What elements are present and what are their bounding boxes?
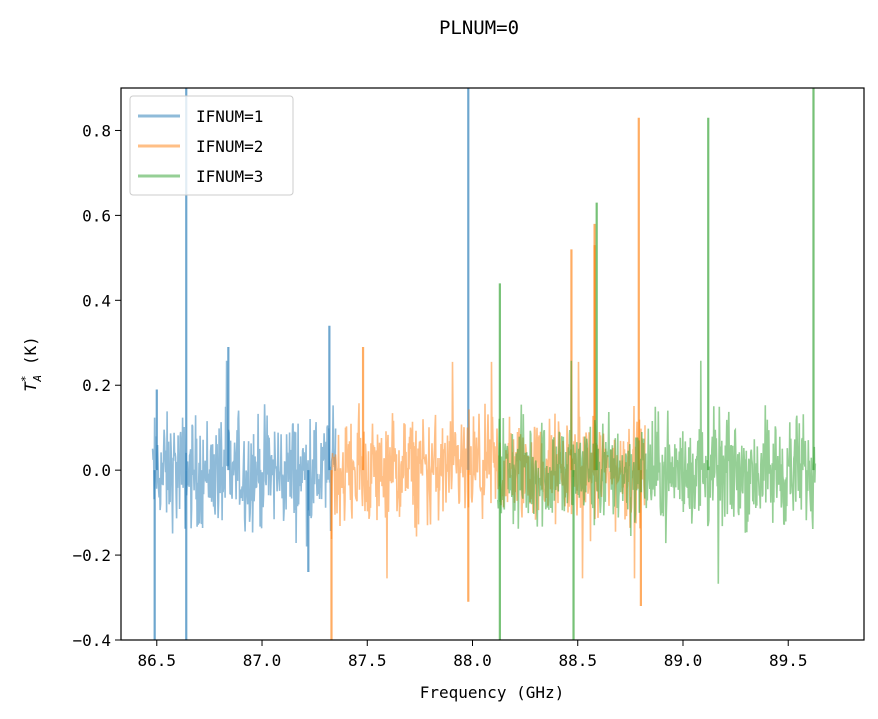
y-axis-label-sub: A <box>31 375 44 383</box>
y-axis-label: T*A (K) <box>19 336 44 391</box>
plot-frame <box>120 87 865 641</box>
x-tick-label: 87.0 <box>243 651 282 670</box>
series-layer <box>151 88 817 640</box>
legend-label: IFNUM=3 <box>196 167 263 186</box>
series-line <box>151 360 337 547</box>
x-tick-label: 88.5 <box>558 651 597 670</box>
legend-frame <box>129 95 294 196</box>
x-axis: 86.5 87.0 87.5 88.0 88.5 89.0 89.5 <box>138 640 808 670</box>
x-tick-label: 89.5 <box>769 651 808 670</box>
x-tick-label: 89.0 <box>664 651 703 670</box>
y-tick-label: 0.4 <box>82 291 111 310</box>
y-tick-label: −0.2 <box>72 546 111 565</box>
x-tick-label: 86.5 <box>138 651 177 670</box>
y-axis-label-main: T <box>21 381 40 392</box>
x-tick-label: 88.0 <box>453 651 492 670</box>
y-axis-label-sup: * <box>19 375 32 382</box>
x-axis-label: Frequency (GHz) <box>420 683 565 702</box>
y-tick-label: 0.8 <box>82 121 111 140</box>
y-axis: −0.4 −0.2 0.0 0.2 0.4 0.6 0.8 <box>72 121 121 650</box>
chart-title: PLNUM=0 <box>439 17 519 39</box>
legend-label: IFNUM=2 <box>196 137 263 156</box>
y-tick-label: −0.4 <box>72 631 111 650</box>
y-tick-label: 0.0 <box>82 461 111 480</box>
x-tick-label: 87.5 <box>348 651 387 670</box>
legend-label: IFNUM=1 <box>196 107 263 126</box>
series-line <box>497 360 817 584</box>
y-tick-label: 0.6 <box>82 206 111 225</box>
legend: IFNUM=1 IFNUM=2 IFNUM=3 <box>129 95 294 196</box>
y-axis-label-unit: (K) <box>21 336 40 375</box>
y-tick-label: 0.2 <box>82 376 111 395</box>
